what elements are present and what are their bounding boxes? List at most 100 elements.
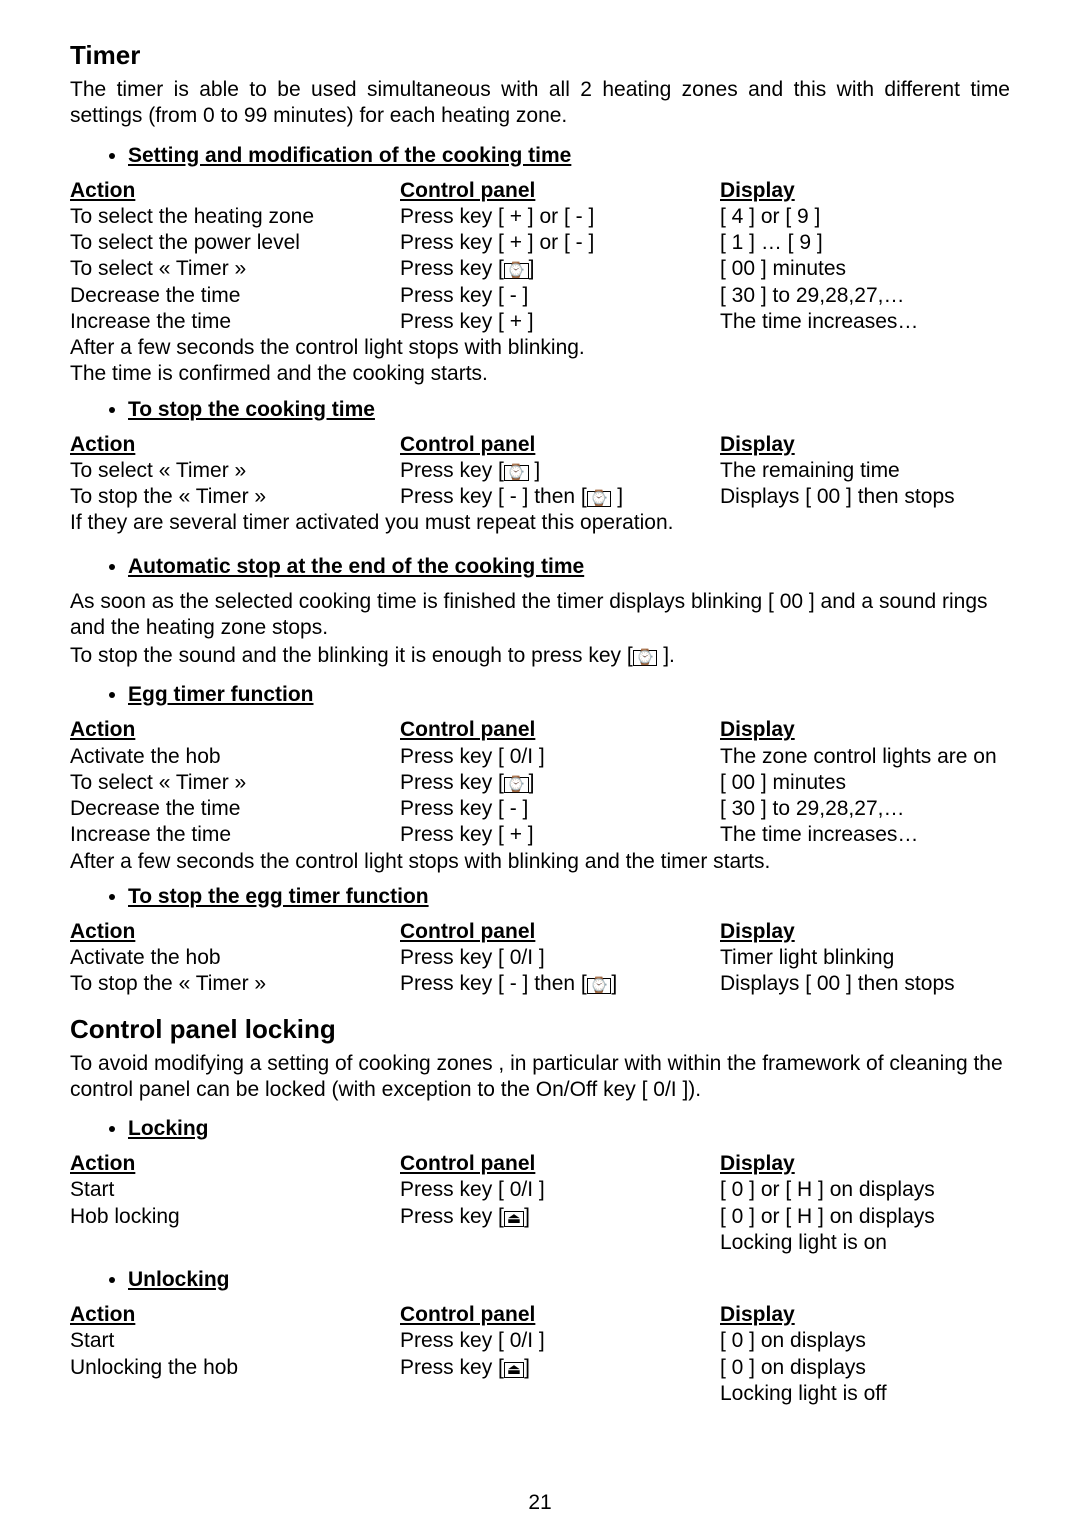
table-row: Press key [⏏] [400,1355,720,1381]
col-action: Action [70,1302,400,1328]
table-row: Timer light blinking [720,945,1010,971]
empty [400,1230,720,1256]
stop-egg-bullet: To stop the egg timer function [128,885,1010,909]
text: ] [611,972,617,995]
table-row: Activate the hob [70,945,400,971]
lock-icon: ⏏ [504,1211,524,1227]
empty [400,1381,720,1407]
table-row: Press key [ - ] [400,283,720,309]
col-display: Display [720,1302,1010,1328]
table-row: Press key [ 0/I ] [400,1328,720,1354]
table-row: To select the power level [70,230,400,256]
table-row: Unlocking the hob [70,1355,400,1381]
timer-intro: The timer is able to be used simultaneou… [70,77,1010,130]
text: Press key [ - ] then [ [400,972,587,995]
col-display: Display [720,432,1010,458]
table-row: Press key [ + ] [400,822,720,848]
table-row: Decrease the time [70,796,400,822]
table-row: [ 4 ] or [ 9 ] [720,204,1010,230]
timer-heading: Timer [70,40,1010,71]
table-row: Press key [ + ] or [ - ] [400,230,720,256]
table-row: Activate the hob [70,744,400,770]
col-control: Control panel [400,432,720,458]
auto-stop-text-1: As soon as the selected cooking time is … [70,589,1010,642]
setting-tail-2: The time is confirmed and the cooking st… [70,361,1010,387]
stop-egg-bullet-list: To stop the egg timer function [70,885,1010,909]
unlocking-bullet: Unlocking [128,1268,1010,1292]
table-row: [ 00 ] minutes [720,770,1010,796]
table-row: Press key [ - ] then [⌚] [400,971,720,997]
timer-icon: ⌚ [587,978,612,994]
timer-icon: ⌚ [504,263,529,279]
col-control: Control panel [400,1151,720,1177]
locking-bullet-list: Locking [70,1117,1010,1141]
col-control: Control panel [400,1302,720,1328]
table-row: [ 30 ] to 29,28,27,… [720,796,1010,822]
table-row: Hob locking [70,1204,400,1230]
setting-bullet-list: Setting and modification of the cooking … [70,144,1010,168]
table-row: To select « Timer » [70,256,400,282]
table-row: [ 0 ] on displays [720,1328,1010,1354]
table-row: The time increases… [720,309,1010,335]
unlocking-bullet-list: Unlocking [70,1268,1010,1292]
table-row: To select the heating zone [70,204,400,230]
table-row: The zone control lights are on [720,744,1010,770]
text: ] [529,257,535,280]
table-row: Displays [ 00 ] then stops [720,484,1010,510]
page: Timer The timer is able to be used simul… [0,0,1080,1527]
locking-table: Action Control panel Display Start Press… [70,1151,1010,1256]
timer-icon: ⌚ [504,465,529,481]
egg-timer-tail: After a few seconds the control light st… [70,849,1010,875]
col-display: Display [720,178,1010,204]
table-row: Decrease the time [70,283,400,309]
table-row: Press key [⌚ ] [400,458,720,484]
locking-extra: Locking light is on [720,1230,1010,1256]
auto-stop-text-2: To stop the sound and the blinking it is… [70,643,1010,669]
timer-icon: ⌚ [633,650,658,666]
text: ] [611,485,623,508]
table-row: [ 0 ] or [ H ] on displays [720,1177,1010,1203]
col-control: Control panel [400,919,720,945]
col-display: Display [720,919,1010,945]
setting-tail-1: After a few seconds the control light st… [70,335,1010,361]
text: ] [529,459,541,482]
table-row: To select « Timer » [70,458,400,484]
table-row: The time increases… [720,822,1010,848]
locking-intro: To avoid modifying a setting of cooking … [70,1051,1010,1104]
col-display: Display [720,1151,1010,1177]
text: ] [529,771,535,794]
lock-icon: ⏏ [504,1362,524,1378]
stop-cooking-tail: If they are several timer activated you … [70,510,1010,536]
text: ] [524,1356,530,1379]
timer-icon: ⌚ [587,491,612,507]
table-row: Press key [ 0/I ] [400,1177,720,1203]
text: Press key [ [400,257,504,280]
setting-table: Action Control panel Display To select t… [70,178,1010,388]
table-row: To select « Timer » [70,770,400,796]
table-row: Press key [⌚] [400,256,720,282]
table-row: Increase the time [70,309,400,335]
text: To stop the sound and the blinking it is… [70,644,633,667]
locking-heading: Control panel locking [70,1014,1010,1045]
auto-stop-bullet: Automatic stop at the end of the cooking… [128,555,1010,579]
unlocking-table: Action Control panel Display Start Press… [70,1302,1010,1407]
table-row: Press key [⏏] [400,1204,720,1230]
auto-stop-bullet-list: Automatic stop at the end of the cooking… [70,555,1010,579]
text: Press key [ [400,771,504,794]
col-action: Action [70,717,400,743]
empty [70,1230,400,1256]
table-row: [ 30 ] to 29,28,27,… [720,283,1010,309]
table-row: Press key [ - ] [400,796,720,822]
text: ]. [657,644,675,667]
stop-cooking-bullet: To stop the cooking time [128,398,1010,422]
col-action: Action [70,919,400,945]
text: Press key [ [400,459,504,482]
text: ] [524,1205,530,1228]
table-row: The remaining time [720,458,1010,484]
stop-egg-table: Action Control panel Display Activate th… [70,919,1010,998]
text: Press key [ [400,1205,504,1228]
table-row: [ 0 ] on displays [720,1355,1010,1381]
table-row: Press key [ 0/I ] [400,744,720,770]
table-row: Press key [⌚] [400,770,720,796]
col-action: Action [70,178,400,204]
